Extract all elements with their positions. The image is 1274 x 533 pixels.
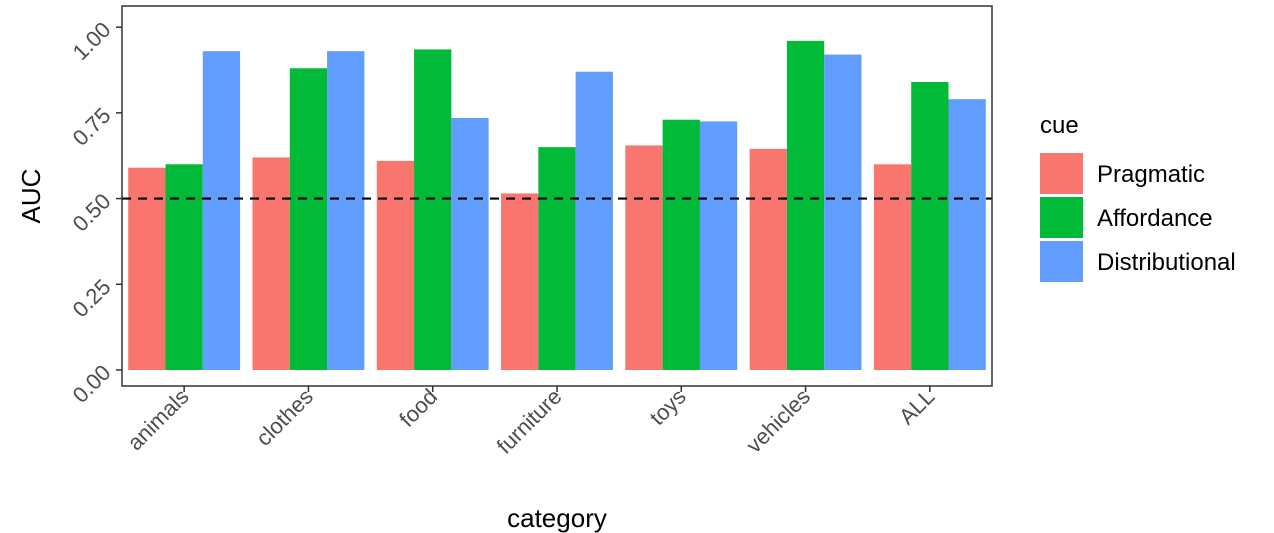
legend-title: cue [1040, 112, 1079, 139]
bar-all-affordance [911, 82, 949, 370]
bar-animals-affordance [165, 164, 203, 370]
bar-animals-pragmatic [128, 167, 166, 370]
bar-vehicles-pragmatic [749, 148, 787, 370]
plot-area [122, 40, 992, 371]
bar-animals-distributional [202, 51, 241, 371]
bar-furniture-distributional [575, 71, 613, 370]
bar-toys-affordance [662, 119, 700, 370]
legend-swatch-affordance [1040, 197, 1083, 238]
bar-clothes-pragmatic [252, 157, 290, 370]
bar-clothes-affordance [289, 68, 328, 371]
legend-swatch-distributional [1040, 241, 1083, 282]
bar-food-affordance [414, 49, 452, 371]
bar-food-distributional [451, 118, 489, 370]
bar-toys-distributional [699, 121, 738, 370]
legend-label-pragmatic: Pragmatic [1097, 161, 1205, 188]
x-axis-title: category [507, 503, 607, 533]
bar-toys-pragmatic [625, 145, 663, 370]
bar-furniture-affordance [538, 147, 576, 370]
legend-label-affordance: Affordance [1097, 205, 1213, 232]
bar-all-pragmatic [873, 164, 912, 370]
bar-vehicles-distributional [824, 54, 862, 370]
bar-vehicles-affordance [786, 40, 825, 370]
legend-swatch-pragmatic [1040, 153, 1083, 194]
legend-label-distributional: Distributional [1097, 249, 1236, 276]
bar-food-pragmatic [376, 160, 415, 370]
bar-furniture-pragmatic [501, 193, 539, 370]
legend: cue Pragmatic Affordance Distributional [1040, 112, 1236, 282]
bar-all-distributional [948, 99, 986, 371]
y-axis-title: AUC [16, 169, 46, 224]
bar-clothes-distributional [327, 51, 365, 371]
